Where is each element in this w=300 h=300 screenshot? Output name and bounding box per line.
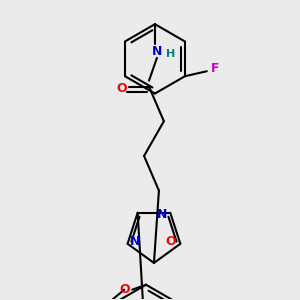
Text: F: F <box>211 62 219 75</box>
Text: N: N <box>157 208 167 221</box>
Text: N: N <box>152 45 162 58</box>
Text: O: O <box>165 235 176 248</box>
Text: N: N <box>130 235 141 248</box>
Text: O: O <box>119 283 130 296</box>
Text: H: H <box>166 49 176 59</box>
Text: O: O <box>116 82 127 95</box>
